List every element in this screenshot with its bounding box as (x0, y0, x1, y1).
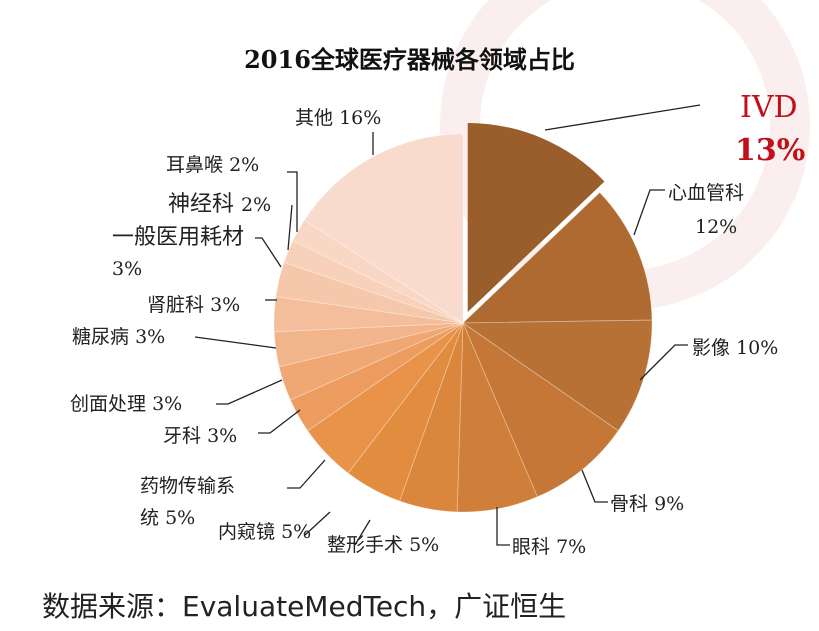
leader-line-dental (258, 409, 301, 434)
pie-slice-12 (275, 261, 464, 324)
label-ent: 耳鼻喉 2% (166, 154, 260, 176)
pie-slice-7 (307, 322, 464, 474)
pie-slice-1 (461, 191, 653, 324)
pie-slice-3 (462, 321, 619, 498)
pie-slice-2 (461, 319, 653, 432)
pie-slice-14 (292, 219, 464, 324)
pie-slice-5 (399, 322, 464, 513)
pie-slice-6 (347, 322, 464, 502)
label-dental: 牙科 3% (163, 425, 238, 447)
leader-line-ivd (544, 104, 701, 131)
label-cardio-pct: 12% (695, 216, 738, 238)
leader-line-wound (216, 379, 283, 405)
leader-line-diabetes (194, 336, 277, 349)
chart-title: 2016全球医疗器械各领域占比 (244, 45, 575, 74)
label-drug: 药物传输系统 5% (140, 475, 236, 529)
pie-slice-13 (283, 240, 464, 324)
leader-line-general (255, 237, 282, 268)
leader-line-ortho (581, 469, 608, 503)
label-neuro: 神经科 2% (168, 192, 272, 217)
label-other: 其他 16% (295, 107, 382, 129)
leader-line-imaging (639, 344, 688, 381)
leader-line-ent (287, 171, 298, 232)
label-imaging: 影像 10% (692, 337, 779, 359)
label-ivd: IVD (740, 90, 798, 125)
leader-line-drug (287, 459, 326, 489)
pie-slice-4 (456, 322, 538, 513)
label-ivd-pct: 13% (735, 133, 806, 168)
label-ortho: 骨科 9% (610, 493, 685, 515)
label-endo: 内窥镜 5% (218, 521, 312, 543)
label-diabetes: 糖尿病 3% (72, 326, 166, 348)
source-note: 数据来源：EvaluateMedTech，广证恒生 (42, 590, 567, 623)
label-general: 一般医用耗材 3% (112, 225, 245, 280)
pie-slice-9 (278, 322, 464, 401)
leader-line-plastic (354, 519, 371, 546)
pie-slice-11 (273, 296, 464, 333)
label-plastic: 整形手术 5% (327, 534, 440, 556)
pie-slice-15 (303, 133, 464, 324)
leader-line-neuro (287, 204, 293, 251)
label-kidney: 肾脏科 3% (147, 294, 241, 316)
leader-line-eye (496, 507, 510, 546)
leader-lines (194, 104, 701, 546)
label-eye: 眼科 7% (512, 536, 587, 558)
pie-slice-10 (273, 322, 464, 368)
pie-slice-8 (289, 322, 464, 432)
pie-slice-0 (467, 122, 605, 312)
leader-line-cardio (633, 189, 665, 236)
label-cardio: 心血管科 (668, 182, 745, 204)
leader-line-endo (304, 511, 331, 536)
label-wound: 创面处理 3% (70, 393, 183, 415)
